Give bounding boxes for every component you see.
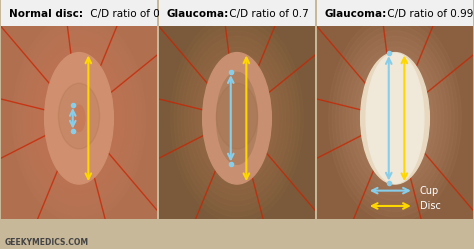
FancyBboxPatch shape (1, 0, 157, 26)
Ellipse shape (41, 58, 118, 179)
Text: Cup: Cup (420, 186, 439, 196)
Ellipse shape (230, 107, 244, 129)
Ellipse shape (381, 96, 409, 140)
Ellipse shape (62, 91, 96, 146)
Ellipse shape (181, 31, 293, 206)
Ellipse shape (227, 102, 247, 135)
Ellipse shape (360, 63, 430, 173)
Ellipse shape (212, 80, 262, 157)
Text: C/D ratio of 0.2: C/D ratio of 0.2 (87, 9, 170, 19)
Ellipse shape (65, 96, 93, 140)
Ellipse shape (13, 14, 146, 222)
Ellipse shape (44, 63, 114, 173)
Text: C/D ratio of 0.7: C/D ratio of 0.7 (226, 9, 309, 19)
Ellipse shape (234, 113, 240, 124)
Ellipse shape (392, 113, 399, 124)
Ellipse shape (199, 58, 275, 179)
Ellipse shape (202, 63, 272, 173)
Text: Disc: Disc (420, 201, 441, 211)
Ellipse shape (195, 53, 279, 184)
Ellipse shape (343, 36, 447, 200)
Ellipse shape (184, 36, 289, 200)
Ellipse shape (356, 58, 433, 179)
Ellipse shape (188, 42, 286, 195)
Ellipse shape (73, 105, 85, 131)
Ellipse shape (377, 91, 412, 146)
Text: Normal disc:: Normal disc: (9, 9, 83, 19)
Ellipse shape (51, 74, 107, 162)
Ellipse shape (72, 107, 86, 129)
Ellipse shape (30, 42, 128, 195)
Ellipse shape (219, 91, 255, 146)
Ellipse shape (374, 85, 416, 151)
Ellipse shape (206, 69, 268, 168)
Ellipse shape (75, 113, 82, 124)
Ellipse shape (339, 31, 451, 206)
Ellipse shape (37, 53, 121, 184)
Ellipse shape (55, 80, 103, 157)
Ellipse shape (45, 53, 113, 184)
Text: Glaucoma:: Glaucoma: (167, 9, 229, 19)
Ellipse shape (353, 53, 437, 184)
Ellipse shape (216, 85, 258, 151)
Ellipse shape (367, 74, 423, 162)
Ellipse shape (388, 107, 402, 129)
Ellipse shape (58, 85, 100, 151)
Ellipse shape (364, 69, 427, 168)
Ellipse shape (27, 36, 131, 200)
Ellipse shape (350, 47, 440, 189)
Ellipse shape (332, 20, 458, 217)
Ellipse shape (23, 31, 135, 206)
Ellipse shape (16, 20, 142, 217)
Polygon shape (159, 0, 315, 219)
Ellipse shape (191, 47, 283, 189)
Ellipse shape (178, 25, 296, 211)
Polygon shape (1, 0, 157, 219)
Ellipse shape (361, 53, 429, 184)
Ellipse shape (58, 83, 100, 149)
Ellipse shape (371, 80, 419, 157)
Text: GEEKYMEDICS.COM: GEEKYMEDICS.COM (5, 238, 89, 247)
Ellipse shape (209, 74, 265, 162)
Ellipse shape (203, 53, 271, 184)
Ellipse shape (19, 25, 138, 211)
Text: C/D ratio of 0.99: C/D ratio of 0.99 (384, 9, 473, 19)
Text: Glaucoma:: Glaucoma: (325, 9, 387, 19)
Ellipse shape (47, 69, 110, 168)
Ellipse shape (34, 47, 124, 189)
Ellipse shape (328, 14, 461, 222)
Ellipse shape (384, 102, 405, 135)
Ellipse shape (217, 72, 257, 164)
Ellipse shape (336, 25, 455, 211)
Ellipse shape (366, 53, 424, 184)
Polygon shape (317, 0, 473, 219)
FancyBboxPatch shape (317, 0, 473, 26)
Ellipse shape (171, 14, 303, 222)
Ellipse shape (217, 83, 257, 149)
Ellipse shape (69, 102, 90, 135)
Ellipse shape (223, 96, 251, 140)
Ellipse shape (174, 20, 300, 217)
Ellipse shape (346, 42, 444, 195)
FancyBboxPatch shape (159, 0, 315, 26)
